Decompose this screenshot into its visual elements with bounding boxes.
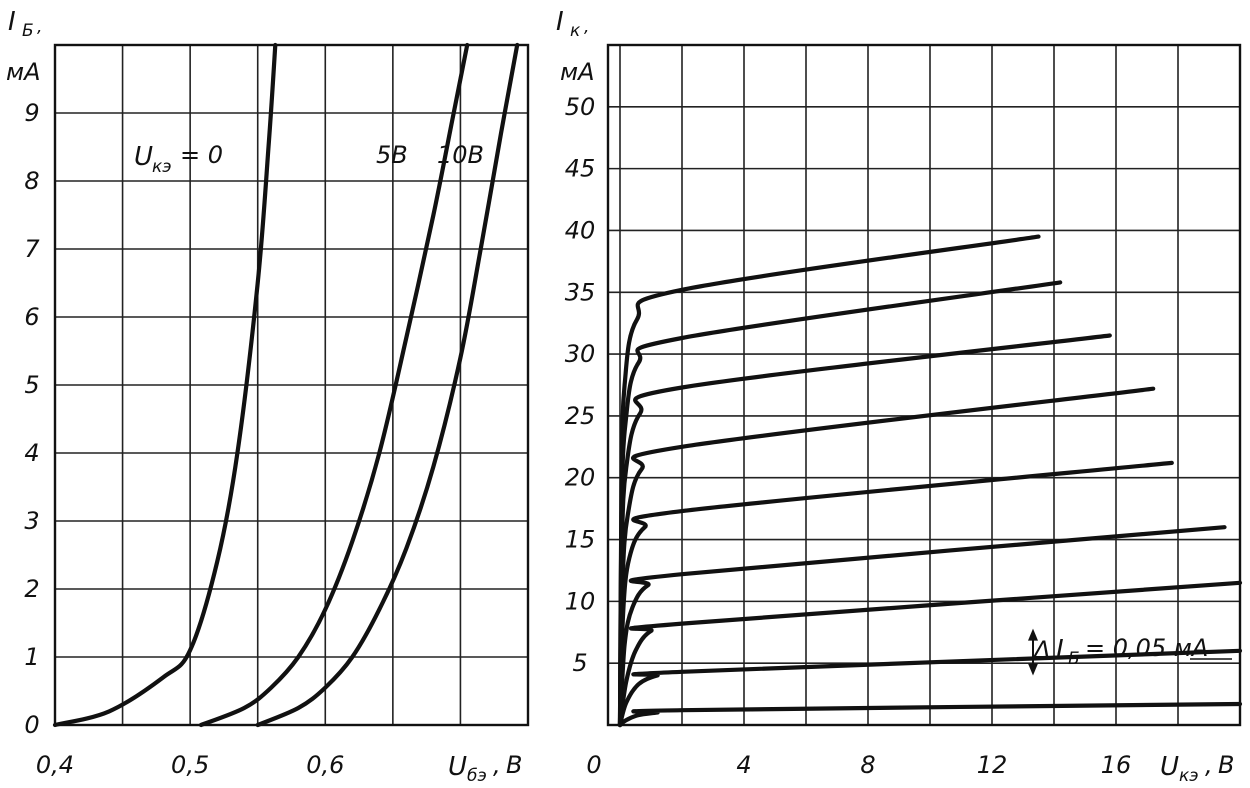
delta-rest: = 0,05 мА bbox=[1085, 634, 1208, 662]
left-curve-1 bbox=[198, 42, 470, 728]
right-xlabel-unit: В bbox=[1218, 751, 1234, 779]
curve-label-5v: 5В bbox=[376, 141, 408, 169]
right-curve-0 bbox=[617, 701, 1243, 728]
left-xlabel-sub: бэ bbox=[467, 766, 487, 786]
right-xlabel-symbol: U bbox=[1160, 752, 1179, 782]
right-curve-8 bbox=[617, 234, 1041, 728]
left-y-tick-label: 7 bbox=[24, 235, 40, 263]
curve-label-uke0-sub: кэ bbox=[152, 157, 172, 177]
left-ylabel-symbol: I bbox=[8, 7, 16, 37]
delta-ib-annotation: Δ I Б = 0,05 мА bbox=[1028, 628, 1232, 676]
right-y-tick-label: 45 bbox=[565, 155, 596, 183]
left-y-tick-label: 5 bbox=[24, 371, 39, 399]
left-curves bbox=[52, 42, 520, 728]
left-y-tick-label: 3 bbox=[24, 507, 39, 535]
right-y-tick-label: 35 bbox=[565, 278, 596, 306]
right-x-tick-label: 4 bbox=[736, 751, 751, 779]
left-x-tick-label: 0,4 bbox=[36, 751, 74, 779]
left-y-tick-label: 1 bbox=[24, 643, 39, 671]
delta-symbol: Δ bbox=[1032, 636, 1050, 664]
left-ylabel-comma: , bbox=[37, 17, 42, 37]
left-ylabel-sub: Б bbox=[22, 21, 34, 41]
left-ylabel-unit: мА bbox=[6, 58, 41, 86]
right-x-tick-label: 0 bbox=[586, 751, 601, 779]
right-grid bbox=[608, 44, 1241, 726]
left-xlabel-comma: , bbox=[493, 751, 501, 779]
right-y-tick-label: 15 bbox=[565, 526, 596, 554]
right-curve-3 bbox=[617, 525, 1227, 728]
right-x-tick-label: 12 bbox=[977, 751, 1008, 779]
right-xlabel-sub: кэ bbox=[1179, 766, 1199, 786]
delta-arrow-head-bottom bbox=[1028, 663, 1038, 676]
left-x-tick-label: 0,6 bbox=[306, 751, 344, 779]
right-xlabel-comma: , bbox=[1205, 751, 1213, 779]
right-curve-2 bbox=[617, 580, 1243, 728]
right-ylabel-symbol: I bbox=[556, 7, 564, 37]
right-y-tick-label: 5 bbox=[572, 649, 587, 677]
right-y-tick-label: 20 bbox=[565, 464, 596, 492]
right-curve-1 bbox=[617, 648, 1243, 728]
curve-label-uke0-symbol: U bbox=[134, 142, 153, 172]
right-ylabel-comma: , bbox=[584, 17, 589, 37]
left-curve-2 bbox=[255, 42, 520, 728]
right-y-tick-label: 10 bbox=[565, 587, 596, 615]
curve-label-10v: 10В bbox=[437, 141, 484, 169]
left-y-tick-label: 9 bbox=[24, 99, 39, 127]
delta-arrow-head-top bbox=[1028, 628, 1038, 641]
right-x-tick-label: 16 bbox=[1101, 751, 1132, 779]
right-y-tick-label: 25 bbox=[565, 402, 596, 430]
left-xlabel-unit: В bbox=[506, 751, 522, 779]
left-y-tick-label: 0 bbox=[24, 711, 39, 739]
left-y-tick-label: 2 bbox=[24, 575, 39, 603]
left-y-tick-label: 4 bbox=[24, 439, 39, 467]
right-ylabel-sub: к bbox=[570, 21, 581, 41]
output-characteristics-chart: 0 4 8 12 16 5 10 15 20 25 30 35 40 45 50 I к , мА U кэ… bbox=[556, 7, 1243, 786]
right-y-tick-label: 40 bbox=[565, 216, 596, 244]
right-plot-frame bbox=[606, 43, 1242, 727]
delta-i-sub: Б bbox=[1068, 649, 1080, 669]
right-y-tick-label: 30 bbox=[565, 340, 596, 368]
left-y-tick-label: 8 bbox=[24, 167, 39, 195]
right-tick-labels: 0 4 8 12 16 5 10 15 20 25 30 35 40 45 50 bbox=[565, 93, 1132, 779]
left-xlabel-symbol: U bbox=[448, 752, 467, 782]
left-plot-frame bbox=[53, 43, 530, 727]
left-x-tick-label: 0,5 bbox=[171, 751, 209, 779]
right-ylabel-unit: мА bbox=[560, 58, 595, 86]
curve-label-uke0-rest: = 0 bbox=[180, 141, 223, 169]
left-tick-labels: 0,4 0,5 0,6 0 1 2 3 4 5 6 7 8 9 bbox=[24, 99, 344, 779]
delta-i-symbol: I bbox=[1056, 635, 1064, 665]
left-curve-0 bbox=[52, 42, 278, 728]
left-grid bbox=[54, 44, 529, 726]
left-y-tick-label: 6 bbox=[24, 303, 39, 331]
right-x-tick-label: 8 bbox=[860, 751, 875, 779]
right-y-tick-label: 50 bbox=[565, 93, 596, 121]
right-curves bbox=[617, 234, 1243, 728]
